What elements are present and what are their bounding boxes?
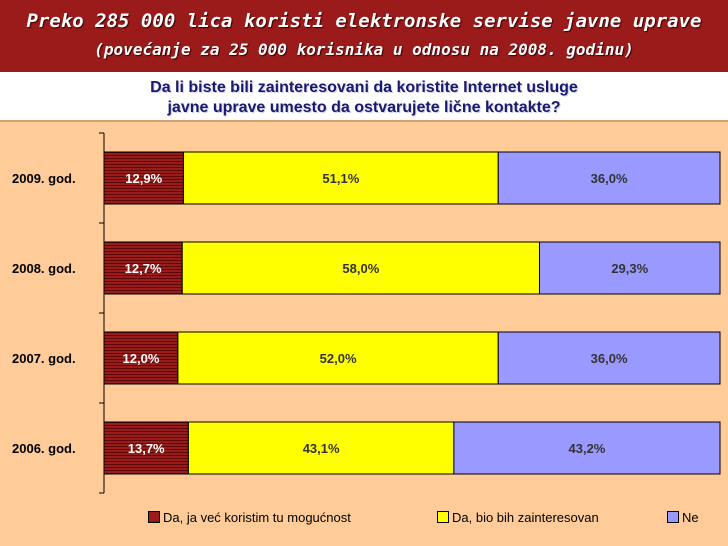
legend-item-no: Ne — [667, 510, 699, 525]
data-label-already-using: 12,9% — [125, 171, 162, 186]
chart-legend: Da, ja već koristim tu mogućnost Da, bio… — [0, 510, 728, 530]
bar-segment-no — [497, 331, 721, 385]
data-label-no: 43,2% — [569, 441, 606, 456]
data-label-no: 36,0% — [591, 351, 628, 366]
bar-segment-already-using — [103, 331, 179, 385]
bar-segment-no — [497, 151, 721, 205]
bar-segment-already-using — [103, 241, 183, 295]
category-label: 2007. god. — [12, 351, 76, 366]
legend-swatch — [148, 511, 160, 523]
bar-segment-no — [453, 421, 721, 475]
bar-segment-interested — [187, 421, 455, 475]
bar-segment-interested — [182, 151, 499, 205]
bar-segment-already-using — [103, 151, 184, 205]
data-label-already-using: 12,0% — [123, 351, 160, 366]
bar-segment-interested — [177, 331, 499, 385]
data-label-no: 36,0% — [591, 171, 628, 186]
legend-item-already-using: Da, ja već koristim tu mogućnost — [148, 510, 351, 525]
data-label-already-using: 12,7% — [125, 261, 162, 276]
category-label: 2008. god. — [12, 261, 76, 276]
bar-segment-interested — [181, 241, 541, 295]
legend-label: Ne — [682, 510, 699, 525]
data-label-interested: 43,1% — [303, 441, 340, 456]
data-label-no: 29,3% — [611, 261, 648, 276]
bar-segment-already-using — [103, 421, 189, 475]
legend-label: Da, bio bih zainteresovan — [452, 510, 599, 525]
category-label: 2009. god. — [12, 171, 76, 186]
question-line-2: javne uprave umesto da ostvarujete lične… — [167, 99, 561, 116]
legend-swatch — [437, 511, 449, 523]
legend-label: Da, ja već koristim tu mogućnost — [163, 510, 351, 525]
survey-question: Da li biste bili zainteresovani da koris… — [0, 78, 728, 118]
data-label-interested: 58,0% — [342, 261, 379, 276]
data-label-already-using: 13,7% — [128, 441, 165, 456]
page-title: Preko 285 000 lica koristi elektronske s… — [26, 10, 702, 32]
bar-segment-no — [539, 241, 721, 295]
question-line-1: Da li biste bili zainteresovani da koris… — [150, 79, 578, 96]
data-label-interested: 51,1% — [322, 171, 359, 186]
legend-item-interested: Da, bio bih zainteresovan — [437, 510, 599, 525]
page-subtitle: (povećanje za 25 000 korisnika u odnosu … — [94, 40, 634, 59]
data-label-interested: 52,0% — [320, 351, 357, 366]
category-label: 2006. god. — [12, 441, 76, 456]
title-banner: Preko 285 000 lica koristi elektronske s… — [0, 0, 728, 72]
legend-swatch — [667, 511, 679, 523]
